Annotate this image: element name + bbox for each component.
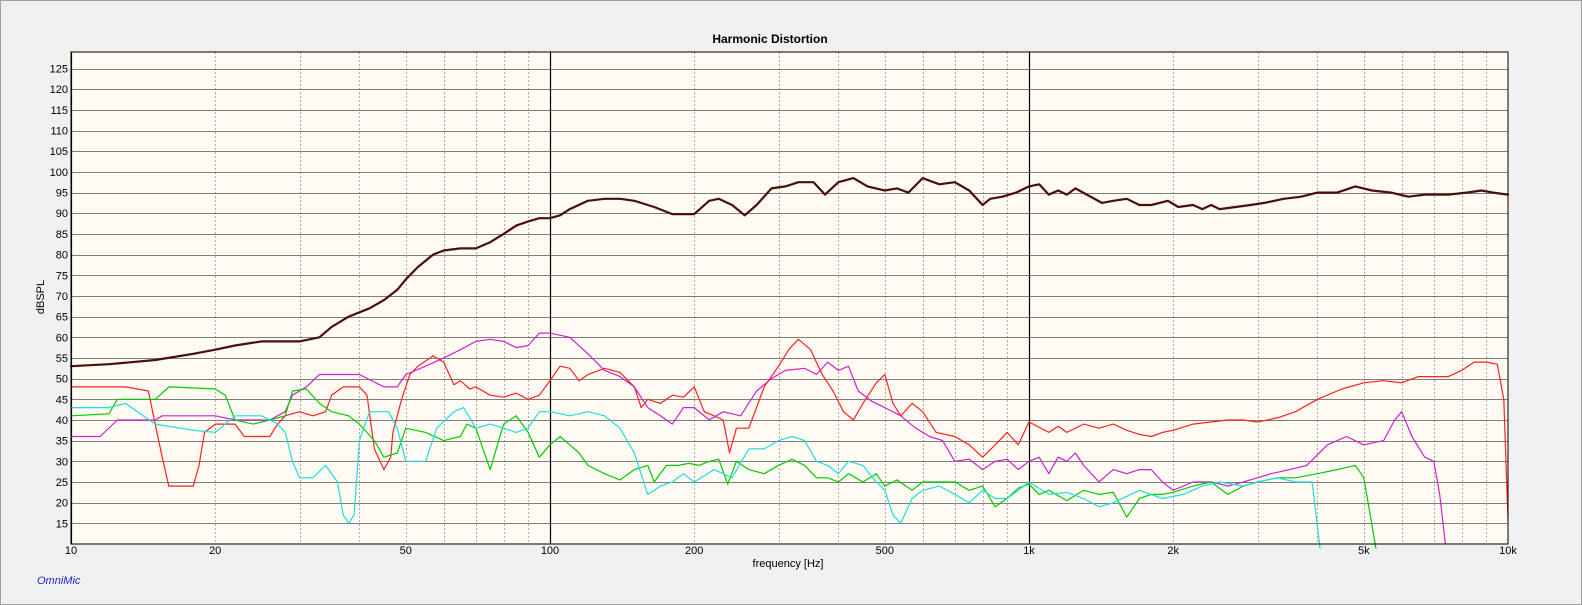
plot-border — [70, 51, 1509, 545]
y-tick-label: 115 — [50, 105, 68, 117]
x-tick-label: 10k — [1499, 545, 1517, 557]
y-tick-label: 90 — [56, 208, 68, 220]
y-tick-label: 100 — [50, 167, 68, 179]
y-tick-label: 120 — [50, 84, 68, 96]
series-line-3 — [70, 332, 1446, 545]
y-tick-label: 20 — [56, 498, 68, 510]
y-tick-labels: 15 20 25 30 35 40 45 50 55 60 65 70 75 80 85 90 95 100 105… — [50, 64, 68, 531]
series-line-2 — [70, 338, 1509, 520]
y-tick-label: 65 — [56, 312, 68, 324]
x-tick-label: 1k — [1023, 545, 1035, 557]
y-tick-label: 55 — [56, 353, 68, 365]
major-grid — [70, 52, 1508, 544]
plot-area — [71, 52, 1508, 544]
x-tick-label: 100 — [541, 545, 559, 557]
y-tick-label: 85 — [56, 229, 68, 241]
y-tick-label: 30 — [56, 456, 68, 468]
y-tick-label: 105 — [50, 146, 68, 158]
x-tick-label: 500 — [876, 545, 894, 557]
y-tick-label: 75 — [56, 270, 68, 282]
x-tick-label: 50 — [400, 545, 412, 557]
y-tick-label: 45 — [56, 394, 68, 406]
y-tick-label: 80 — [56, 250, 68, 262]
series-line-1 — [69, 177, 1510, 368]
series-line-4 — [70, 386, 1377, 549]
x-tick-labels: 10 20 50 100 200 500 1k 2k 5k 10k — [65, 545, 1517, 557]
y-tick-label: 35 — [56, 436, 68, 448]
x-tick-label: 200 — [685, 545, 703, 557]
y-tick-label: 95 — [56, 188, 68, 200]
y-tick-label: 50 — [56, 374, 68, 386]
y-tick-label: 40 — [56, 415, 68, 427]
y-tick-label: 60 — [56, 332, 68, 344]
y-tick-label: 110 — [50, 126, 68, 138]
chart-title: Harmonic Distortion — [712, 32, 827, 46]
x-tick-label: 5k — [1358, 545, 1370, 557]
minor-grid — [215, 52, 1487, 544]
y-tick-label: 25 — [56, 477, 68, 489]
brand-label: OmniMic — [37, 575, 81, 587]
x-tick-label: 20 — [209, 545, 221, 557]
x-tick-label: 2k — [1167, 545, 1179, 557]
series-layer — [69, 177, 1510, 549]
y-axis-label: dBSPL — [35, 280, 47, 314]
x-axis-label: frequency [Hz] — [753, 558, 824, 570]
series-line-5 — [70, 402, 1321, 549]
x-tick-label: 10 — [65, 545, 77, 557]
y-tick-label: 125 — [50, 64, 68, 76]
y-tick-label: 70 — [56, 291, 68, 303]
y-tick-label: 15 — [56, 518, 68, 530]
